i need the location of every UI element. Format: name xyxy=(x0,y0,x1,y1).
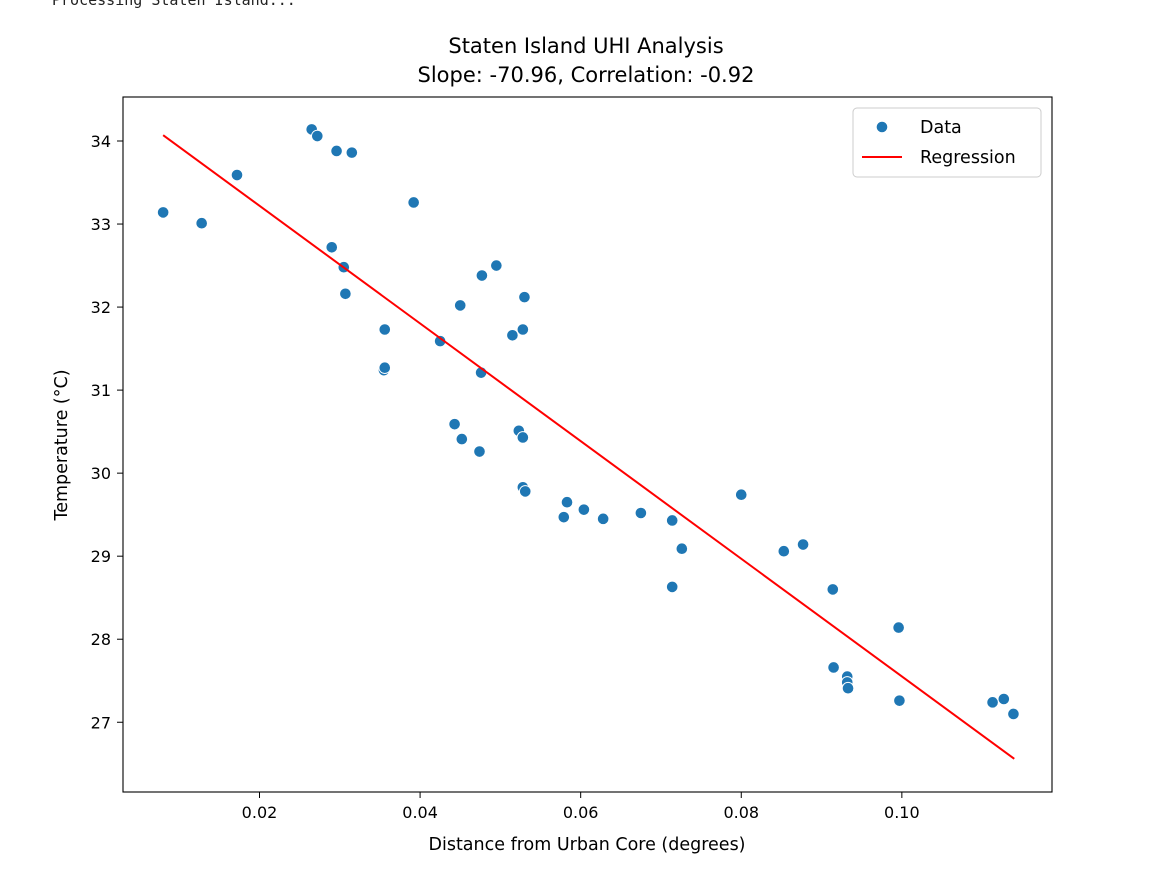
x-tick-label: 0.06 xyxy=(563,803,599,822)
data-point xyxy=(734,488,748,502)
data-point xyxy=(665,514,679,527)
data-point xyxy=(516,323,530,336)
x-axis-label: Distance from Urban Core (degrees) xyxy=(428,835,745,855)
regression-line xyxy=(162,134,1015,760)
y-tick-label: 34 xyxy=(91,132,111,151)
data-point xyxy=(453,299,467,312)
data-point xyxy=(560,495,574,509)
x-tick-label: 0.04 xyxy=(402,803,438,822)
data-point xyxy=(156,206,170,219)
data-point xyxy=(230,168,244,182)
y-tick-label: 27 xyxy=(91,713,111,732)
plot-area xyxy=(122,96,1053,793)
chart-title: Staten Island UHI Analysis xyxy=(448,34,723,58)
data-point xyxy=(407,196,420,209)
data-point xyxy=(448,417,461,431)
data-point xyxy=(475,269,489,282)
data-point xyxy=(339,287,352,301)
y-tick-label: 33 xyxy=(91,215,111,234)
y-tick-label: 28 xyxy=(91,630,111,649)
y-tick-label: 30 xyxy=(91,464,111,483)
data-point xyxy=(455,432,469,446)
plot-frame xyxy=(122,96,1053,793)
x-axis: 0.02 0.04 0.06 0.08 0.10 xyxy=(242,792,920,822)
data-point xyxy=(433,334,447,348)
data-point xyxy=(557,510,571,524)
data-point xyxy=(893,694,906,707)
data-point xyxy=(777,544,791,558)
legend-label-data: Data xyxy=(920,118,962,138)
data-points xyxy=(156,123,1020,721)
data-point xyxy=(841,681,855,695)
x-tick-label: 0.10 xyxy=(884,803,920,822)
y-tick-label: 31 xyxy=(91,381,111,400)
chart-subtitle: Slope: -70.96, Correlation: -0.92 xyxy=(418,63,755,87)
y-tick-label: 32 xyxy=(91,298,111,317)
data-point xyxy=(634,506,648,520)
data-point xyxy=(675,542,689,556)
data-point xyxy=(577,503,591,516)
data-point xyxy=(516,431,530,444)
data-point xyxy=(195,216,208,230)
data-point xyxy=(892,621,905,634)
y-tick-label: 29 xyxy=(91,547,111,566)
data-point xyxy=(986,696,999,709)
data-point xyxy=(473,445,486,458)
data-point xyxy=(330,144,343,158)
console-output-line: Processing Staten Island... xyxy=(52,0,296,9)
x-tick-label: 0.08 xyxy=(723,803,759,822)
data-point xyxy=(596,512,610,526)
data-point xyxy=(378,323,392,336)
data-point xyxy=(1007,707,1020,721)
data-point xyxy=(311,129,324,143)
regression-layer xyxy=(162,134,1015,760)
legend: Data Regression xyxy=(852,107,1042,178)
data-point xyxy=(518,485,532,498)
legend-box xyxy=(852,107,1042,178)
data-point xyxy=(325,240,339,254)
data-point xyxy=(826,583,840,596)
legend-marker-data xyxy=(875,120,889,134)
data-point xyxy=(378,361,392,374)
data-point xyxy=(827,661,840,674)
data-point xyxy=(796,538,810,551)
data-point xyxy=(345,146,359,159)
data-point xyxy=(518,290,531,304)
data-point xyxy=(997,692,1011,706)
data-point xyxy=(665,580,679,594)
x-tick-label: 0.02 xyxy=(242,803,278,822)
legend-label-regression: Regression xyxy=(920,148,1016,168)
data-point xyxy=(490,259,503,272)
y-axis: 27 28 29 30 31 32 33 34 xyxy=(91,132,123,732)
data-point xyxy=(506,329,519,342)
y-axis-label: Temperature (°C) xyxy=(52,369,72,521)
